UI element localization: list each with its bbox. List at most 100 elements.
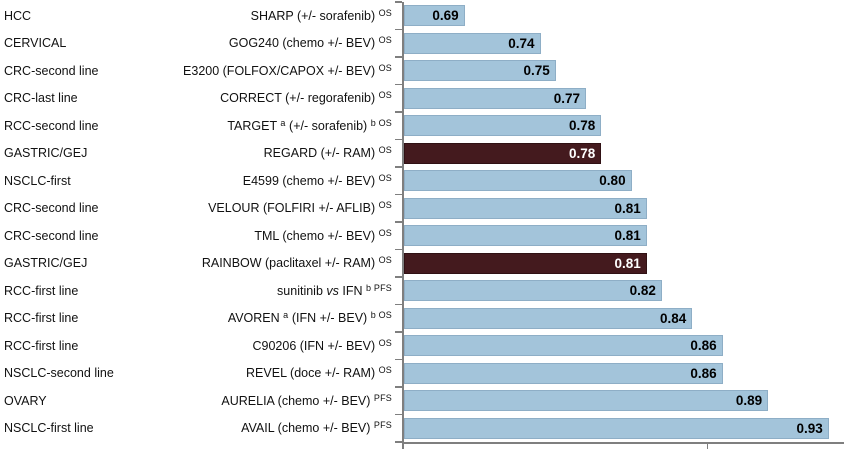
bar-value-label: 0.81 — [614, 228, 641, 244]
endpoint-superscript: a — [280, 118, 286, 128]
endpoint-superscript: OS — [378, 256, 392, 266]
chart-row: HCC SHARP (+/- sorafenib) OS 0.69 — [0, 1, 844, 30]
trial-text-segment: TML (chemo +/- BEV) — [254, 228, 379, 243]
trial-name-label: RAINBOW (paclitaxel +/- RAM) OS — [168, 256, 402, 270]
trial-text-segment: AURELIA (chemo +/- BEV) — [221, 393, 374, 408]
cancer-type-label: CRC-second line — [4, 201, 99, 216]
cancer-type-label: HCC — [4, 8, 32, 23]
bar-value-label: 0.81 — [614, 255, 641, 271]
hazard-ratio-bar: 0.69 — [404, 5, 465, 27]
trial-name-label: CORRECT (+/- regorafenib) OS — [168, 91, 402, 105]
hazard-ratio-bar: 0.78 — [404, 115, 602, 137]
trial-text-segment: CORRECT (+/- regorafenib) — [220, 91, 379, 106]
trial-name-label: VELOUR (FOLFIRI +/- AFLIB) OS — [168, 201, 402, 215]
chart-row: GASTRIC/GEJ REGARD (+/- RAM) OS 0.78 — [0, 139, 844, 168]
chart-row: NSCLC-first E4599 (chemo +/- BEV) OS 0.8… — [0, 167, 844, 195]
hazard-ratio-bar: 0.75 — [404, 60, 556, 82]
bar-value-label: 0.78 — [568, 145, 596, 161]
bar-track: 0.82 — [395, 277, 844, 305]
chart-row: RCC-second line TARGET a (+/- sorafenib)… — [0, 112, 844, 140]
hazard-ratio-bar: 0.84 — [404, 307, 693, 329]
trial-text-segment: IFN — [338, 283, 366, 298]
x-axis-tick — [402, 444, 404, 449]
cancer-type-label: RCC-first line — [4, 283, 79, 298]
bar-value-label: 0.89 — [735, 393, 763, 409]
hazard-ratio-bar: 0.77 — [404, 87, 587, 109]
hazard-ratio-bar: 0.80 — [404, 170, 632, 192]
trial-text-segment: GOG240 (chemo +/- BEV) — [228, 36, 379, 51]
bar-value-label: 0.86 — [690, 365, 717, 381]
hazard-ratio-bar: 0.86 — [404, 362, 723, 384]
bar-value-label: 0.81 — [614, 200, 641, 216]
hazard-ratio-bar: 0.81 — [404, 225, 647, 247]
trial-name-label: GOG240 (chemo +/- BEV) OS — [168, 36, 402, 50]
chart-row: CRC-second line VELOUR (FOLFIRI +/- AFLI… — [0, 194, 844, 223]
bar-value-label: 0.86 — [690, 338, 717, 354]
trial-name-label: E3200 (FOLFOX/CAPOX +/- BEV) OS — [168, 64, 402, 78]
trial-name-label: sunitinib vs IFN b PFS — [168, 284, 402, 298]
bar-value-label: 0.80 — [599, 173, 626, 189]
endpoint-superscript: OS — [378, 338, 392, 348]
trial-text-segment: TARGET — [227, 118, 281, 133]
bar-track: 0.75 — [395, 57, 844, 85]
endpoint-superscript: OS — [378, 63, 392, 73]
cancer-type-label: GASTRIC/GEJ — [4, 146, 88, 161]
trial-text-segment: RAINBOW (paclitaxel +/- RAM) — [201, 256, 379, 271]
endpoint-superscript: a — [283, 311, 289, 321]
chart-row: NSCLC-second line REVEL (doce +/- RAM) O… — [0, 359, 844, 388]
bar-track: 0.74 — [395, 29, 844, 58]
hazard-ratio-bar: 0.89 — [404, 390, 769, 412]
cancer-type-label: NSCLC-second line — [4, 366, 114, 381]
trial-name-label: REVEL (doce +/- RAM) OS — [168, 366, 402, 380]
cancer-type-label: CRC-second line — [4, 63, 99, 78]
bar-track: 0.81 — [395, 249, 844, 278]
trial-name-label: TML (chemo +/- BEV) OS — [168, 229, 402, 243]
trial-text-segment: (+/- sorafenib) — [285, 118, 371, 133]
cancer-type-label: RCC-first line — [4, 338, 79, 353]
chart-row: CRC-last line CORRECT (+/- regorafenib) … — [0, 84, 844, 113]
hazard-ratio-bar: 0.93 — [404, 417, 829, 439]
bar-track: 0.86 — [395, 359, 844, 388]
chart-row: CERVICAL GOG240 (chemo +/- BEV) OS 0.74 — [0, 29, 844, 58]
trial-name-label: SHARP (+/- sorafenib) OS — [168, 9, 402, 23]
trial-name-label: REGARD (+/- RAM) OS — [168, 146, 402, 160]
endpoint-superscript: PFS — [373, 421, 392, 431]
cancer-type-label: CRC-second line — [4, 228, 99, 243]
cancer-type-label: NSCLC-first line — [4, 421, 94, 436]
trial-text-segment: sunitinib — [277, 283, 327, 298]
bar-track: 0.81 — [395, 194, 844, 223]
trial-name-label: AVOREN a (IFN +/- BEV) b OS — [168, 311, 402, 325]
bar-track: 0.89 — [395, 387, 844, 415]
endpoint-superscript: OS — [378, 201, 392, 211]
cancer-type-label: OVARY — [4, 393, 47, 408]
hazard-ratio-bar: 0.86 — [404, 335, 723, 357]
hazard-ratio-bar: 0.82 — [404, 280, 662, 302]
endpoint-superscript: OS — [378, 36, 392, 46]
endpoint-superscript: OS — [378, 146, 392, 156]
hazard-ratio-bar: 0.78 — [404, 142, 602, 164]
bar-value-label: 0.77 — [553, 90, 581, 106]
bar-value-label: 0.82 — [629, 283, 656, 299]
trial-name-label: AURELIA (chemo +/- BEV) PFS — [168, 394, 402, 408]
bar-track: 0.86 — [395, 332, 844, 360]
cancer-type-label: RCC-second line — [4, 118, 99, 133]
trial-name-label: AVAIL (chemo +/- BEV) PFS — [168, 421, 402, 435]
cancer-type-label: NSCLC-first — [4, 173, 71, 188]
cancer-type-label: GASTRIC/GEJ — [4, 256, 88, 271]
bar-track: 0.81 — [395, 222, 844, 250]
bar-track: 0.77 — [395, 84, 844, 113]
trial-text-segment: vs — [326, 283, 339, 298]
chart-row: NSCLC-first line AVAIL (chemo +/- BEV) P… — [0, 414, 844, 443]
endpoint-superscript: OS — [378, 8, 392, 18]
bar-value-label: 0.84 — [659, 310, 687, 326]
chart-row: CRC-second line TML (chemo +/- BEV) OS 0… — [0, 222, 844, 250]
cancer-type-label: CRC-last line — [4, 91, 78, 106]
endpoint-superscript: OS — [378, 173, 392, 183]
chart-row: GASTRIC/GEJ RAINBOW (paclitaxel +/- RAM)… — [0, 249, 844, 278]
trial-text-segment: VELOUR (FOLFIRI +/- AFLIB) — [208, 201, 379, 216]
trial-text-segment: AVAIL (chemo +/- BEV) — [241, 421, 374, 436]
bar-track: 0.78 — [395, 112, 844, 140]
bar-value-label: 0.69 — [432, 8, 459, 24]
